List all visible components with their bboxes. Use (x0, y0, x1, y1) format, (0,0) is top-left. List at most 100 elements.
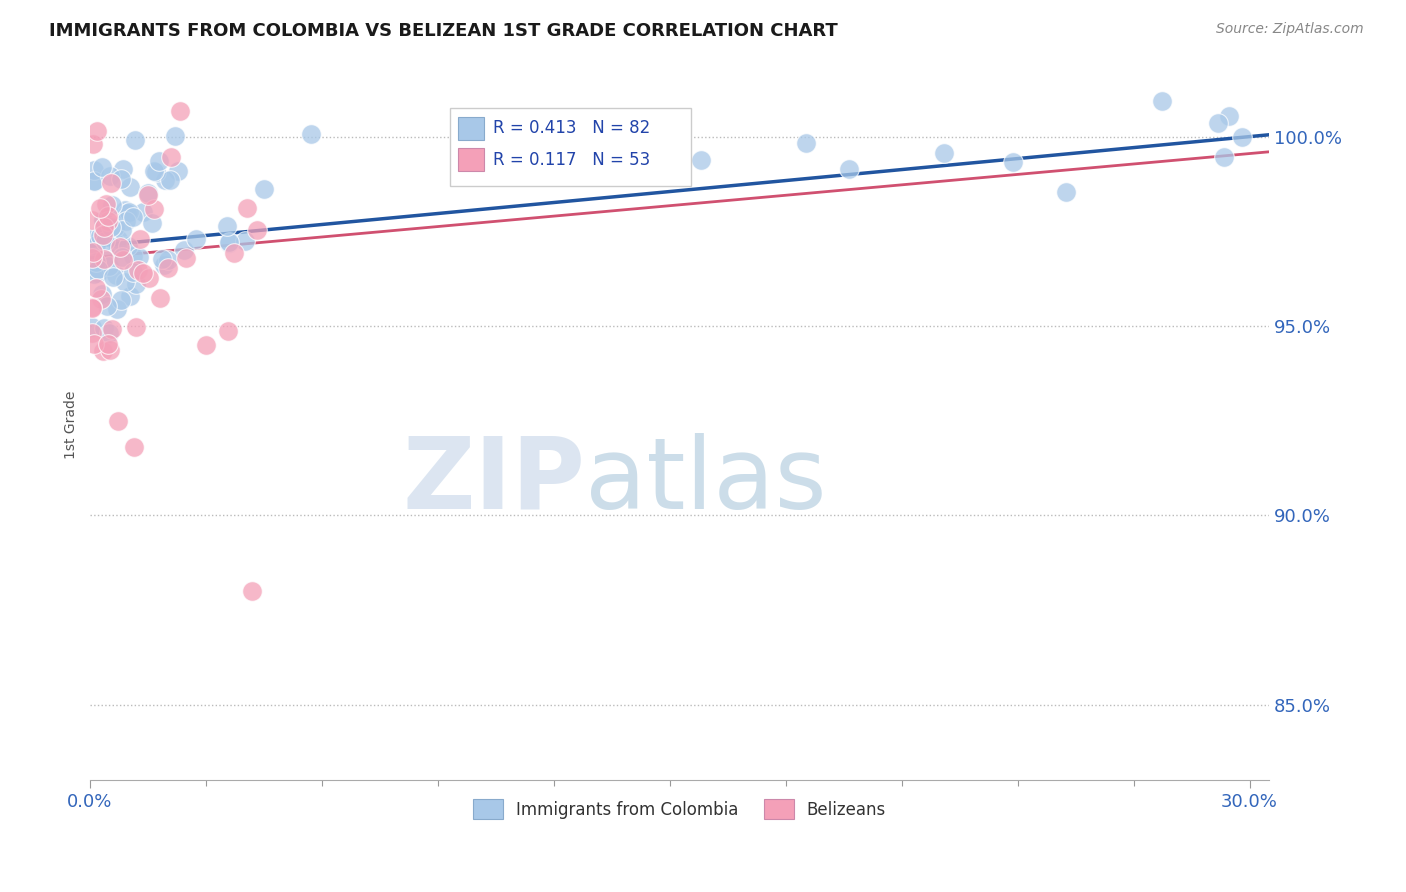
Text: IMMIGRANTS FROM COLOMBIA VS BELIZEAN 1ST GRADE CORRELATION CHART: IMMIGRANTS FROM COLOMBIA VS BELIZEAN 1ST… (49, 22, 838, 40)
Point (107, 414, 129, 428)
Point (83, 174, 105, 188)
Point (80, 213, 103, 227)
Point (932, 145, 955, 160)
Point (84, 255, 107, 269)
Point (103, 269, 125, 284)
Point (83, 162, 105, 177)
Point (235, 201, 257, 215)
Point (80, 320, 103, 334)
Point (105, 237, 128, 252)
Point (98, 343, 121, 358)
Point (93, 219, 115, 234)
Legend: Immigrants from Colombia, Belizeans: Immigrants from Colombia, Belizeans (467, 793, 893, 825)
Point (91, 213, 114, 227)
Point (104, 220, 127, 235)
Point (97, 214, 120, 228)
Point (1218, 109, 1240, 123)
Point (218, 235, 240, 250)
Point (90, 161, 112, 175)
Point (105, 302, 128, 317)
Point (89, 201, 111, 215)
Point (115, 205, 138, 219)
Point (127, 263, 149, 277)
Point (100, 176, 122, 190)
Point (152, 258, 174, 272)
Point (174, 252, 197, 266)
Point (96, 197, 118, 211)
Point (1002, 155, 1025, 169)
Text: ZIP: ZIP (402, 433, 585, 530)
Point (217, 219, 239, 234)
Y-axis label: 1st Grade: 1st Grade (65, 390, 79, 458)
Point (166, 163, 188, 178)
Point (91, 227, 114, 242)
Point (98, 169, 121, 184)
Point (86, 124, 108, 138)
Text: R = 0.117   N = 53: R = 0.117 N = 53 (494, 151, 651, 169)
Point (114, 214, 136, 228)
Point (217, 324, 239, 338)
Point (145, 165, 167, 179)
Point (132, 204, 155, 219)
Point (148, 153, 170, 168)
Point (153, 173, 176, 187)
Point (97, 337, 120, 351)
Point (94, 219, 117, 234)
Point (224, 246, 246, 260)
Point (111, 223, 134, 237)
Point (138, 186, 160, 200)
Point (91, 344, 114, 359)
Point (1150, 94, 1173, 108)
Point (111, 250, 134, 264)
Point (93, 223, 115, 237)
Point (93, 321, 115, 335)
Point (163, 128, 186, 143)
Point (83, 336, 105, 351)
Point (1230, 129, 1253, 144)
Point (128, 232, 150, 246)
Point (93, 252, 115, 267)
Point (87, 262, 110, 277)
Point (173, 244, 195, 258)
Point (98, 326, 121, 341)
Text: Source: ZipAtlas.com: Source: ZipAtlas.com (1216, 22, 1364, 37)
Point (1206, 116, 1229, 130)
Point (84, 281, 107, 295)
Point (122, 440, 145, 454)
Point (159, 173, 181, 187)
Point (122, 265, 145, 279)
Point (90, 292, 112, 306)
Point (83, 267, 105, 281)
Point (114, 276, 136, 290)
Point (112, 162, 135, 177)
Point (101, 198, 124, 212)
Text: R = 0.413   N = 82: R = 0.413 N = 82 (494, 120, 651, 137)
Point (218, 235, 240, 250)
Point (114, 202, 136, 217)
Point (80, 301, 103, 315)
Point (97, 210, 120, 224)
Point (689, 153, 711, 167)
Point (142, 202, 165, 216)
Point (87, 266, 110, 280)
FancyBboxPatch shape (450, 108, 692, 186)
Point (156, 260, 179, 275)
Point (169, 104, 191, 119)
Point (253, 182, 276, 196)
Point (84, 238, 107, 252)
Point (141, 216, 163, 230)
Point (194, 338, 217, 352)
Point (149, 291, 172, 305)
Point (120, 179, 142, 194)
FancyBboxPatch shape (458, 117, 484, 140)
Point (1212, 150, 1234, 164)
Point (100, 220, 122, 235)
Point (82, 136, 104, 151)
Point (159, 150, 181, 164)
Point (138, 271, 160, 285)
FancyBboxPatch shape (458, 148, 484, 171)
Point (128, 250, 150, 264)
Point (97, 252, 120, 266)
Point (794, 136, 817, 150)
Point (124, 133, 146, 147)
